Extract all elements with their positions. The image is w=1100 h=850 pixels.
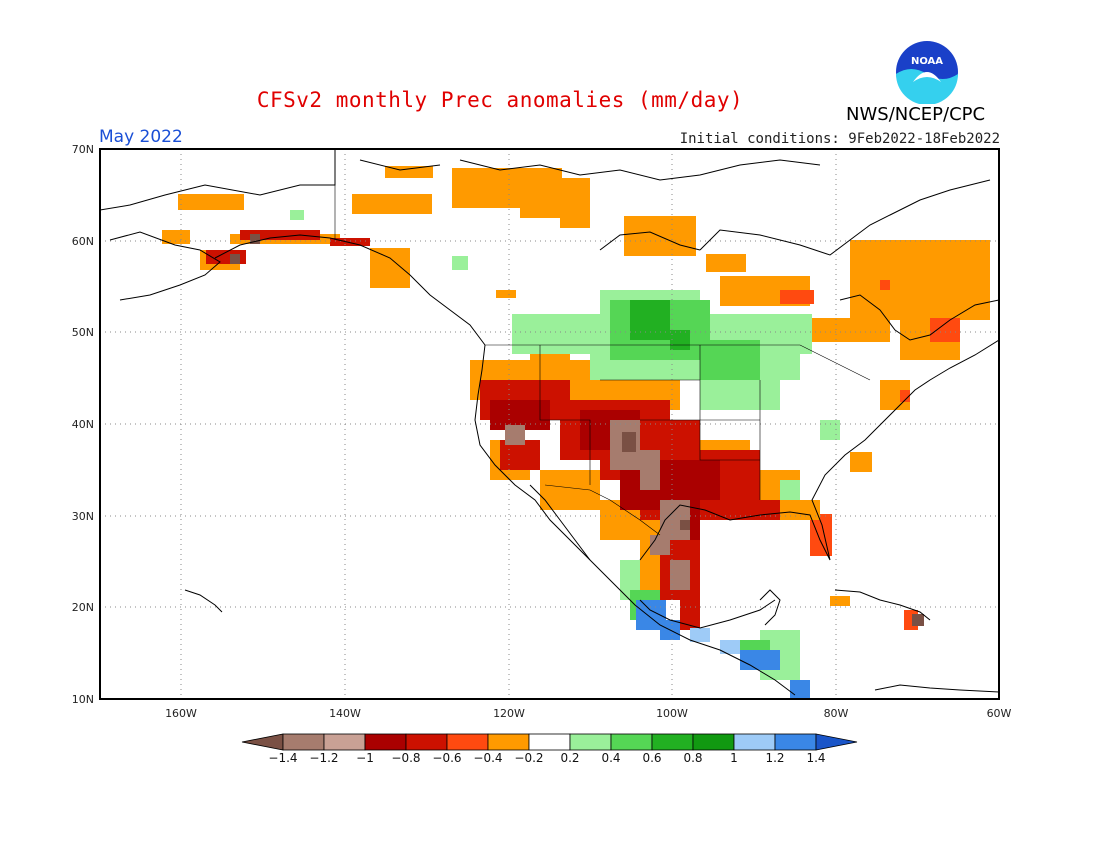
logo-text: NOAA	[911, 56, 943, 67]
political-borders	[334, 150, 871, 536]
colorbar-tick-label: 0.8	[683, 751, 703, 765]
colorbar-tick-label: 0.4	[601, 751, 621, 765]
colorbar-cell	[487, 733, 530, 751]
colorbar-cell	[282, 733, 325, 751]
lon-label-120w: 120W	[493, 707, 525, 720]
colorbar-tick-label: 1.2	[765, 751, 785, 765]
colorbar-arrow-right	[815, 733, 858, 751]
graticule	[100, 149, 999, 699]
colorbar-cell	[692, 733, 735, 751]
colorbar-cell	[733, 733, 776, 751]
colorbar-arrow-left	[241, 733, 284, 751]
colorbar-cell	[610, 733, 653, 751]
noaa-logo: NOAA	[896, 41, 958, 104]
colorbar-tick-label: −1	[356, 751, 374, 765]
colorbar-cell	[569, 733, 612, 751]
lat-label-60n: 60N	[71, 235, 94, 248]
lon-label-160w: 160W	[165, 707, 197, 720]
lat-label-30n: 30N	[71, 510, 94, 523]
initial-conditions-label: Initial conditions: 9Feb2022-18Feb2022	[679, 131, 1000, 147]
colorbar-tick-label: −0.6	[432, 751, 462, 765]
month-label: May 2022	[99, 127, 183, 147]
colorbar-tick-label: −1.2	[309, 751, 339, 765]
colorbar-tick-label: −0.2	[514, 751, 544, 765]
lon-label-60w: 60W	[986, 707, 1012, 720]
colorbar-tick-label: −0.4	[473, 751, 503, 765]
colorbar-tick-label: 1.4	[806, 751, 826, 765]
colorbar-tick-label: −0.8	[391, 751, 421, 765]
colorbar-cell	[446, 733, 489, 751]
lon-label-140w: 140W	[329, 707, 361, 720]
colorbar-tick-label: −1.4	[268, 751, 298, 765]
map-frame	[99, 148, 1000, 700]
colorbar-cell	[364, 733, 407, 751]
lat-label-20n: 20N	[71, 601, 94, 614]
lat-label-40n: 40N	[71, 418, 94, 431]
colorbar-tick-label: 0.2	[560, 751, 580, 765]
colorbar-cells	[241, 733, 858, 751]
colorbar-cell	[651, 733, 694, 751]
map-title: CFSv2 monthly Prec anomalies (mm/day)	[256, 88, 744, 112]
colorbar-cell	[528, 733, 571, 751]
lat-label-50n: 50N	[71, 326, 94, 339]
colorbar-cell	[323, 733, 366, 751]
colorbar-tick-label: 0.6	[642, 751, 662, 765]
lon-label-80w: 80W	[823, 707, 849, 720]
colorbar-cell	[774, 733, 817, 751]
lat-label-10n: 10N	[71, 693, 94, 706]
colorbar-tick-label: 1	[730, 751, 738, 765]
lon-label-100w: 100W	[656, 707, 688, 720]
coastlines	[100, 150, 999, 696]
lat-label-70n: 70N	[71, 143, 94, 156]
colorbar-cell	[405, 733, 448, 751]
agency-label: NWS/NCEP/CPC	[846, 104, 986, 125]
